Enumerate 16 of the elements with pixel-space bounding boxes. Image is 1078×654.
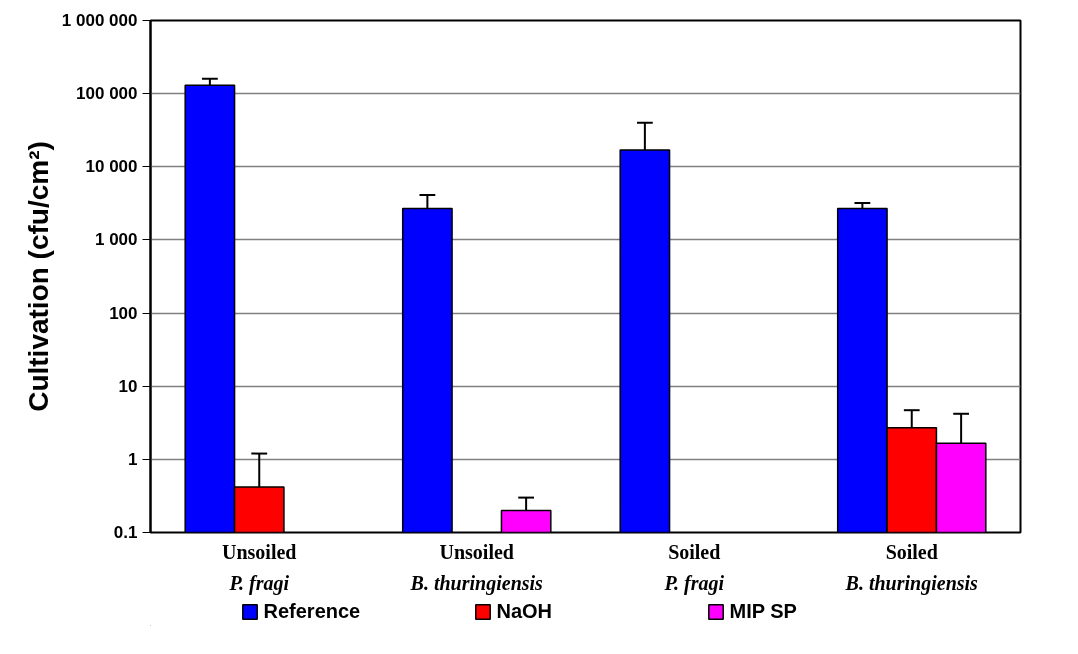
- y-axis-title: Cultivation (cfu/cm²): [22, 141, 54, 412]
- y-tick-label: 10: [118, 376, 138, 396]
- y-tick-label: 100: [109, 303, 138, 323]
- y-tick-label: 10 000: [85, 157, 138, 177]
- legend-label: Reference: [263, 599, 362, 623]
- category-label: Unsoiled P. fragi: [222, 540, 297, 594]
- category-label: Soiled B. thuringiensis: [845, 540, 978, 594]
- category-label: Unsoiled B. thuringiensis: [410, 540, 543, 594]
- legend-label: NaOH: [496, 599, 554, 623]
- legend-label: MIP SP: [729, 599, 798, 623]
- y-tick-label: 1 000: [94, 230, 138, 250]
- category-label: Soiled P. fragi: [664, 540, 725, 594]
- y-tick-label: 1 000 000: [61, 11, 138, 30]
- y-tick-label: 0.1: [113, 523, 138, 542]
- y-tick-label: 100 000: [76, 84, 138, 104]
- y-tick-label: 1: [128, 449, 138, 469]
